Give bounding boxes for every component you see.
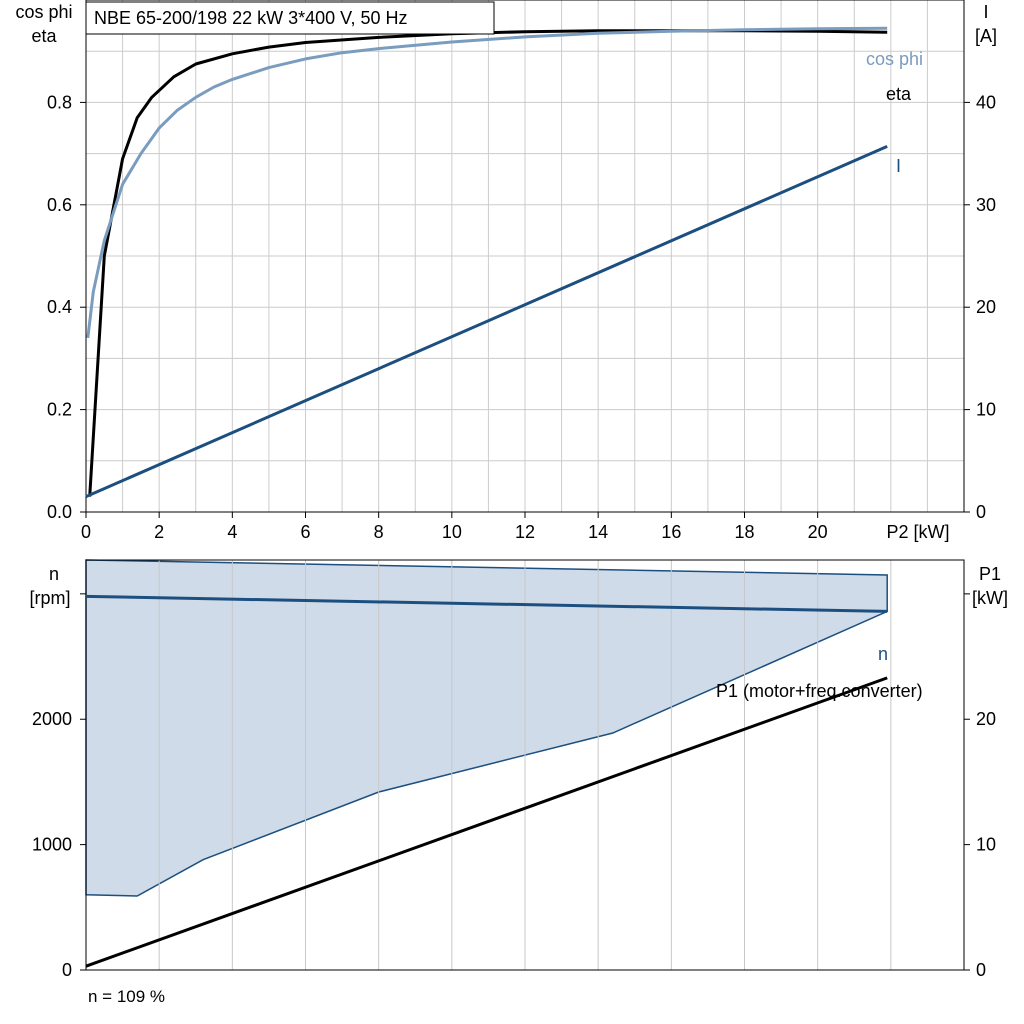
- top-ticks: 0 2 4 6 8 10 12 14 16 18 20 0.0 0.2 0.4 0.6 0.8 0 10 20 30 4…: [47, 92, 996, 542]
- top-left-tick-label: 0.8: [47, 92, 72, 112]
- bottom-series-group: [85, 594, 888, 968]
- cos-phi-line: [86, 26, 888, 339]
- cos-phi-series-label: cos phi: [866, 49, 923, 69]
- top-x-tick-label: 18: [734, 522, 754, 542]
- top-x-tick-label: 16: [661, 522, 681, 542]
- p1-series-label: P1 (motor+freq.converter): [716, 681, 923, 701]
- top-x-tick-label: 4: [227, 522, 237, 542]
- top-left-tick-label: 0.4: [47, 297, 72, 317]
- bottom-left-tick-label: 2000: [32, 709, 72, 729]
- top-series-group: [85, 26, 888, 498]
- top-x-tick-label: 10: [442, 522, 462, 542]
- top-left-tick-label: 0.2: [47, 400, 72, 420]
- top-left-tick-label: 0.6: [47, 195, 72, 215]
- speed-line: [85, 594, 888, 613]
- current-series-label: I: [896, 156, 901, 176]
- top-right-axis-label-1: I: [983, 2, 988, 22]
- top-right-tick-label: 40: [976, 92, 996, 112]
- bottom-left-axis-label-1: n: [49, 564, 59, 584]
- top-x-axis-label: P2 [kW]: [886, 522, 949, 542]
- top-x-tick-label: 20: [808, 522, 828, 542]
- current-line: [85, 145, 888, 498]
- bottom-right-tick-label: 20: [976, 709, 996, 729]
- top-x-tick-label: 2: [154, 522, 164, 542]
- top-x-tick-label: 8: [374, 522, 384, 542]
- speed-series-label: n: [878, 644, 888, 664]
- bottom-ticks: 0 1000 2000 0 10 20: [32, 593, 996, 980]
- top-right-axis-label-2: [A]: [975, 26, 997, 46]
- chart-title: NBE 65-200/198 22 kW 3*400 V, 50 Hz: [94, 8, 408, 28]
- p1-line: [85, 676, 888, 968]
- top-left-axis-label-2: eta: [31, 26, 57, 46]
- bottom-left-tick-label: 0: [62, 960, 72, 980]
- top-right-tick-label: 0: [976, 502, 986, 522]
- top-right-tick-label: 10: [976, 400, 996, 420]
- top-left-axis-label-1: cos phi: [15, 2, 72, 22]
- bottom-right-tick-label: 0: [976, 960, 986, 980]
- bottom-left-axis-label-2: [rpm]: [29, 588, 70, 608]
- top-right-tick-label: 20: [976, 297, 996, 317]
- top-left-tick-label: 0.0: [47, 502, 72, 522]
- title-box: [85, 1, 495, 35]
- top-x-tick-label: 14: [588, 522, 608, 542]
- eta-series-label: eta: [886, 84, 912, 104]
- bottom-right-axis-label-2: [kW]: [972, 588, 1008, 608]
- top-x-tick-label: 0: [81, 522, 91, 542]
- bottom-right-axis-label-1: P1: [979, 564, 1001, 584]
- speed-percent-note: n = 109 %: [88, 987, 165, 1006]
- bottom-plot-frame: [85, 559, 965, 971]
- bottom-right-tick-label: 10: [976, 835, 996, 855]
- top-x-tick-label: 12: [515, 522, 535, 542]
- top-x-tick-label: 6: [300, 522, 310, 542]
- bottom-grid: [158, 560, 892, 970]
- bottom-left-tick-label: 1000: [32, 835, 72, 855]
- top-right-tick-label: 30: [976, 195, 996, 215]
- top-grid: [86, 0, 964, 512]
